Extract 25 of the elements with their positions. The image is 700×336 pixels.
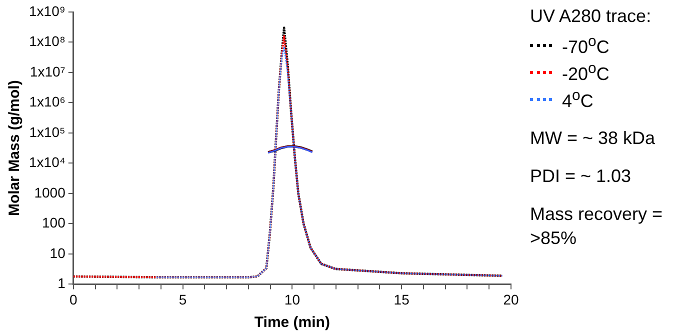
text: MW = ~ 38 kDa <box>530 127 656 150</box>
x-tick-label: 20 <box>503 291 519 308</box>
x-axis-title: Time (min) <box>254 314 330 332</box>
y-tick-label: 10 <box>50 244 66 261</box>
y-tick-label: 1x10⁹ <box>29 2 66 19</box>
legend-label: 4$^{o}$C <box>562 87 594 112</box>
y-tick-label: 1x10⁷ <box>30 63 66 80</box>
y-tick-label: 1x10⁶ <box>29 94 66 110</box>
legend-label: -70$^{o}$C <box>562 33 610 58</box>
x-tick-label: 10 <box>284 291 300 308</box>
y-tick-label: 1x10⁵ <box>29 124 66 140</box>
x-tick-label: 15 <box>394 291 410 308</box>
y-tick-label: 1000 <box>34 184 66 200</box>
text: PDI = ~ 1.03 <box>530 165 632 188</box>
y-tick-label: 1x10⁸ <box>29 33 66 50</box>
legend-title: UV A280 trace: <box>530 6 652 27</box>
y-tick-label: 1 <box>58 275 66 292</box>
text: Mass recovery = >85% <box>530 203 664 250</box>
line-series <box>156 46 503 278</box>
y-tick-label: 1x10⁴ <box>29 154 66 170</box>
y-axis-title: Molar Mass (g/mol) <box>6 80 24 216</box>
x-tick-label: 5 <box>178 291 187 308</box>
x-tick-label: 0 <box>69 291 78 308</box>
legend-label: -20$^{o}$C <box>562 60 610 85</box>
y-tick-label: 100 <box>42 214 66 231</box>
